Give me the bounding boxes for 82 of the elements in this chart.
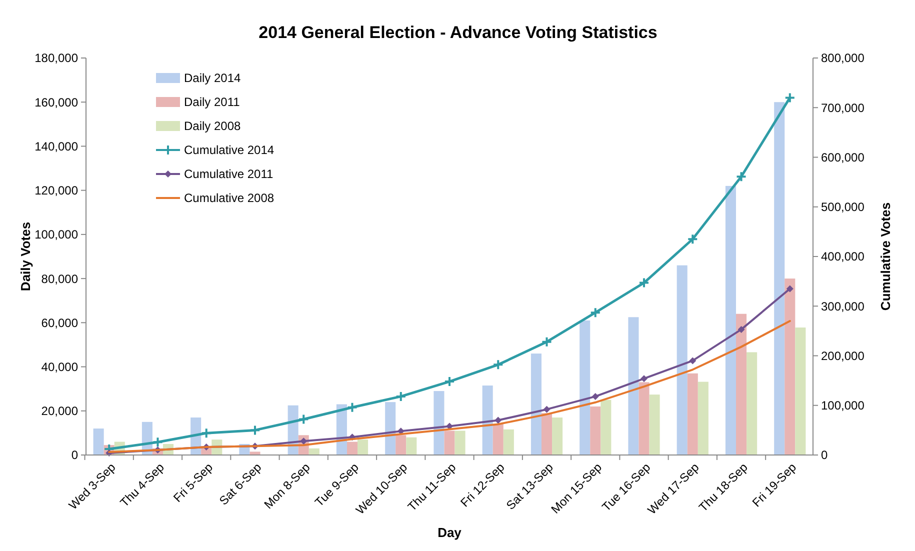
bar [93,428,104,455]
bar [725,186,736,455]
y-tick-label: 60,000 [41,316,78,330]
point [592,392,599,400]
bar [454,430,466,455]
point [299,414,308,424]
y-tick-label: 140,000 [34,139,78,154]
y-tick-label: 120,000 [34,184,78,198]
y2-tick-label: 100,000 [821,398,865,413]
point [542,337,552,346]
bar [590,406,601,455]
bar [676,265,688,455]
legend-label: Cumulative 2008 [184,191,274,206]
point [736,172,746,182]
x-axis-title: Day [438,525,462,540]
point [494,360,503,370]
bar [492,424,504,455]
bar [736,314,747,455]
bar [580,320,590,455]
point [445,377,454,386]
y-tick-label: 20,000 [41,404,78,418]
y2-tick-label: 0 [821,448,828,462]
bar [746,352,758,455]
bar [434,391,444,455]
bar [698,382,708,455]
bar [638,382,650,455]
legend-label: Cumulative 2011 [184,167,274,182]
point [640,278,649,288]
point [785,93,794,102]
y-tick-label: 160,000 [34,95,78,110]
point [250,426,260,435]
point [543,406,550,413]
bar [444,430,455,455]
bar [784,278,796,455]
y2-tick-label: 300,000 [821,299,865,314]
y-tick-label: 180,000 [34,51,78,66]
point [348,402,357,412]
bar [346,442,358,455]
point [688,234,698,244]
y2-axis-title: Cumulative Votes [878,202,893,311]
point [396,392,406,401]
bar [530,354,542,455]
legend-label: Daily 2011 [184,95,240,110]
bar [628,317,639,455]
bar [250,452,260,455]
bar [774,102,785,455]
y2-tick-label: 700,000 [821,100,865,115]
bar [795,328,806,455]
y2-tick-label: 200,000 [821,348,865,363]
bar [541,413,552,455]
y-tick-label: 100,000 [34,228,78,242]
y2-tick-label: 500,000 [821,200,865,214]
point [202,428,211,438]
point [786,285,794,292]
y-tick-label: 0 [71,448,78,462]
bar [358,440,368,455]
y2-tick-label: 800,000 [821,51,865,66]
point [689,357,696,364]
point [590,308,600,318]
y2-tick-label: 400,000 [821,250,865,264]
point [153,438,162,447]
bar [503,429,514,455]
bar [482,386,493,455]
bar [649,394,660,455]
y-axis-title: Daily Votes [18,222,33,292]
chart-title: 2014 General Election - Advance Voting Statistics [258,23,658,42]
y-tick-label: 40,000 [41,360,78,374]
bar [552,418,563,455]
legend-label: Daily 2008 [184,119,242,134]
point [640,375,648,382]
bar [308,448,320,455]
bar [687,373,698,455]
legend-label: Daily 2014 [184,71,242,86]
bar [385,402,396,455]
bar [600,400,612,455]
legend-label: Cumulative 2014 [184,143,274,158]
bar [396,435,406,455]
bar [406,437,417,455]
y-tick-label: 80,000 [41,272,78,286]
point [494,416,502,424]
point [738,326,745,333]
y2-tick-label: 600,000 [821,150,865,164]
